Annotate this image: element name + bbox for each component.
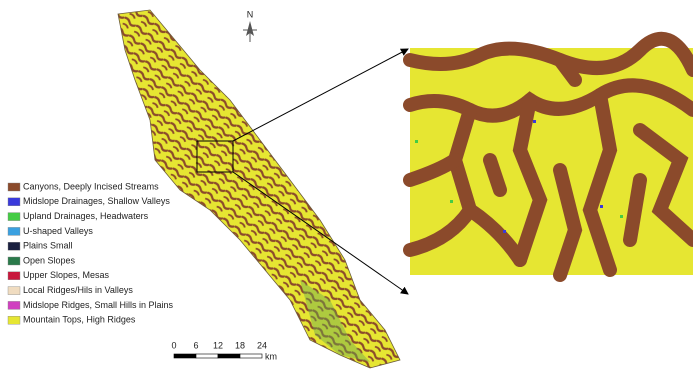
legend-label: Mountain Tops, High Ridges — [23, 315, 136, 325]
legend-swatch — [8, 287, 20, 295]
legend: Canyons, Deeply Incised Streams Midslope … — [8, 181, 174, 324]
legend-label: Canyons, Deeply Incised Streams — [23, 181, 159, 191]
legend-swatch — [8, 227, 20, 235]
legend-swatch — [8, 242, 20, 250]
zoom-panel — [410, 39, 693, 275]
watershed — [118, 10, 400, 368]
legend-label: Local Ridges/Hils in Valleys — [23, 285, 133, 295]
north-label: N — [247, 9, 254, 19]
scale-tick-label: 24 — [257, 340, 267, 350]
legend-label: Midslope Drainages, Shallow Valleys — [23, 196, 170, 206]
legend-swatch — [8, 198, 20, 206]
scale-segment — [240, 354, 262, 358]
legend-label: Midslope Ridges, Small Hills in Plains — [23, 300, 174, 310]
legend-swatch — [8, 183, 20, 191]
legend-swatch — [8, 316, 20, 324]
legend-label: Upland Drainages, Headwaters — [23, 211, 149, 221]
legend-swatch — [8, 272, 20, 280]
legend-swatch — [8, 257, 20, 265]
scale-tick-label: 6 — [193, 340, 198, 350]
legend-label: Upper Slopes, Mesas — [23, 270, 110, 280]
zoom-arrow — [233, 49, 408, 141]
legend-swatch — [8, 213, 20, 221]
scale-tick-label: 18 — [235, 340, 245, 350]
legend-label: U-shaped Valleys — [23, 226, 93, 236]
scale-unit: km — [265, 351, 277, 361]
scale-segment — [174, 354, 196, 358]
legend-label: Plains Small — [23, 241, 73, 251]
scale-tick-label: 12 — [213, 340, 223, 350]
north-arrow: N — [243, 9, 257, 42]
scale-segment — [218, 354, 240, 358]
legend-label: Open Slopes — [23, 255, 76, 265]
map-figure: N Canyons, Deeply Incised Streams Midslop… — [0, 0, 693, 372]
scale-segment — [196, 354, 218, 358]
legend-swatch — [8, 301, 20, 309]
scale-tick-label: 0 — [171, 340, 176, 350]
